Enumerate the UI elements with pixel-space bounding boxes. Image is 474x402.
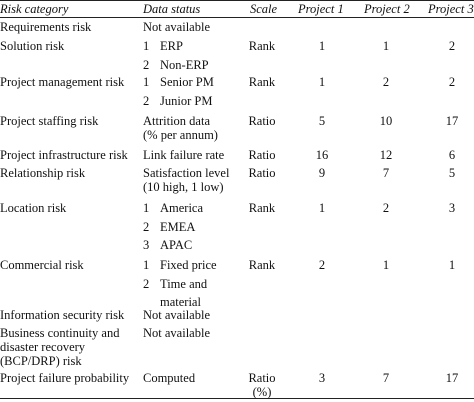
project-1-value: 3 bbox=[318, 371, 326, 385]
project-1-value: 1 bbox=[318, 201, 326, 215]
project-2-value: 12 bbox=[379, 148, 393, 162]
data-status: Non-ERP bbox=[160, 57, 209, 72]
project-3-value: 17 bbox=[445, 114, 459, 128]
scale-value: Ratio bbox=[248, 114, 276, 128]
scale-value: Ratio bbox=[248, 371, 276, 385]
header-project-3: Project 3 bbox=[428, 2, 474, 16]
status-index: 2 bbox=[143, 276, 150, 291]
table-top-rule bbox=[0, 0, 474, 1]
risk-category: Information security risk bbox=[0, 308, 125, 322]
data-status: ERP bbox=[160, 39, 183, 53]
project-2-value: 10 bbox=[379, 114, 393, 128]
project-1-value: 5 bbox=[318, 114, 326, 128]
header-project-1: Project 1 bbox=[298, 2, 344, 16]
scale-value: Rank bbox=[248, 201, 276, 215]
data-status: Not available bbox=[143, 20, 210, 34]
data-status: Computed bbox=[143, 371, 196, 385]
header-data-status: Data status bbox=[143, 2, 201, 16]
data-status: Link failure rate bbox=[143, 148, 225, 162]
status-index: 2 bbox=[143, 93, 150, 108]
risk-category: Project staffing risk bbox=[0, 114, 99, 128]
scale-value: Ratio bbox=[248, 166, 276, 180]
data-status: Fixed price bbox=[160, 258, 217, 272]
risk-category: Relationship risk bbox=[0, 166, 86, 180]
data-status: Senior PM bbox=[160, 75, 214, 89]
project-2-value: 7 bbox=[382, 371, 390, 385]
data-status: Attrition data bbox=[143, 114, 210, 128]
risk-category: Location risk bbox=[0, 201, 67, 215]
header-scale: Scale bbox=[250, 2, 278, 16]
table-header-rule bbox=[0, 17, 474, 18]
scale-sub: (%) bbox=[252, 385, 272, 399]
project-1-value: 9 bbox=[318, 166, 326, 180]
data-status: Satisfaction level bbox=[143, 166, 230, 180]
project-2-value: 1 bbox=[382, 258, 390, 272]
data-status: APAC bbox=[160, 238, 193, 252]
status-index: 1 bbox=[143, 258, 150, 272]
scale-value: Rank bbox=[248, 39, 276, 53]
risk-category: Solution risk bbox=[0, 39, 65, 53]
scale-value: Ratio bbox=[248, 148, 276, 162]
risk-category: Project management risk bbox=[0, 75, 125, 89]
header-project-2: Project 2 bbox=[364, 2, 410, 16]
header-risk-category: Risk category bbox=[0, 2, 69, 16]
project-3-value: 6 bbox=[448, 148, 456, 162]
project-3-value: 17 bbox=[445, 371, 459, 385]
data-status: Junior PM bbox=[160, 93, 213, 108]
project-1-value: 2 bbox=[318, 258, 326, 272]
risk-category: Project failure probability bbox=[0, 371, 130, 385]
status-index: 1 bbox=[143, 201, 150, 215]
project-3-value: 2 bbox=[448, 75, 456, 89]
table-bottom-rule bbox=[0, 398, 474, 399]
data-status: (% per annum) bbox=[143, 128, 218, 142]
data-status: (10 high, 1 low) bbox=[143, 180, 224, 194]
project-1-value: 1 bbox=[318, 75, 326, 89]
status-index: 1 bbox=[143, 75, 150, 89]
project-1-value: 1 bbox=[318, 39, 326, 53]
project-3-value: 2 bbox=[448, 39, 456, 53]
data-status: material bbox=[160, 295, 201, 309]
project-3-value: 1 bbox=[448, 258, 456, 272]
scale-value: Rank bbox=[248, 75, 276, 89]
project-2-value: 1 bbox=[382, 39, 390, 53]
risk-category-line: disaster recovery bbox=[0, 340, 86, 354]
project-2-value: 2 bbox=[382, 201, 390, 215]
status-index: 2 bbox=[143, 57, 150, 72]
risk-category: Project infrastructure risk bbox=[0, 148, 128, 162]
data-status: America bbox=[160, 201, 204, 215]
project-3-value: 3 bbox=[448, 201, 456, 215]
risk-category: Requirements risk bbox=[0, 20, 92, 34]
risk-category-line: Business continuity and bbox=[0, 326, 120, 340]
project-3-value: 5 bbox=[448, 166, 456, 180]
risk-category: Commercial risk bbox=[0, 258, 84, 272]
data-status: Time and bbox=[160, 276, 208, 291]
risk-category-line: (BCP/DRP) risk bbox=[0, 354, 82, 368]
scale-value: Rank bbox=[248, 258, 276, 272]
data-status: Not available bbox=[143, 308, 210, 322]
project-1-value: 16 bbox=[315, 148, 329, 162]
status-index: 1 bbox=[143, 39, 150, 53]
project-2-value: 7 bbox=[382, 166, 390, 180]
data-status: Not available bbox=[143, 326, 210, 340]
project-2-value: 2 bbox=[382, 75, 390, 89]
status-index: 2 bbox=[143, 219, 150, 234]
status-index: 3 bbox=[143, 238, 150, 252]
data-status: EMEA bbox=[160, 219, 196, 234]
